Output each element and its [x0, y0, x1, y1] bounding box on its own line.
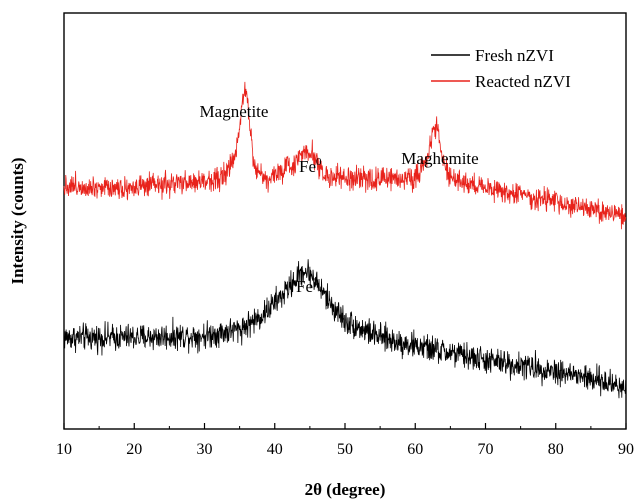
legend: Fresh nZVI Reacted nZVI: [431, 46, 571, 91]
annotation-fe0-reacted-sup: 0: [316, 156, 322, 168]
x-tick-label-80: 80: [548, 441, 564, 458]
x-tick-label-70: 70: [478, 441, 494, 458]
x-tick-label-30: 30: [197, 441, 213, 458]
x-tick-label-60: 60: [407, 441, 423, 458]
annotation-fe0-fresh-sup: 0: [313, 276, 319, 288]
annotation-fe0-fresh: Fe0: [296, 276, 319, 296]
annotation-maghemite: Maghemite: [401, 149, 478, 168]
x-axis-ticks: 10 20 30 40 50 60 70 80 90: [56, 423, 634, 458]
series-layer: [63, 81, 627, 399]
annotation-magnetite: Magnetite: [200, 102, 269, 121]
x-tick-label-10: 10: [56, 441, 72, 458]
series-line-fresh-nzvi: [63, 259, 627, 399]
x-tick-label-20: 20: [126, 441, 142, 458]
annotation-fe0-reacted-base: Fe: [299, 157, 316, 176]
x-tick-label-90: 90: [618, 441, 634, 458]
y-axis-title: Intensity (counts): [8, 157, 27, 284]
x-tick-label-50: 50: [337, 441, 353, 458]
legend-label-fresh: Fresh nZVI: [475, 46, 554, 65]
annotation-fe0-reacted: Fe0: [299, 156, 322, 176]
legend-label-reacted: Reacted nZVI: [475, 72, 571, 91]
x-tick-label-40: 40: [267, 441, 283, 458]
series-line-reacted-nzvi: [63, 81, 627, 230]
x-axis-title: 2θ (degree): [305, 480, 386, 499]
annotation-fe0-fresh-base: Fe: [296, 277, 313, 296]
